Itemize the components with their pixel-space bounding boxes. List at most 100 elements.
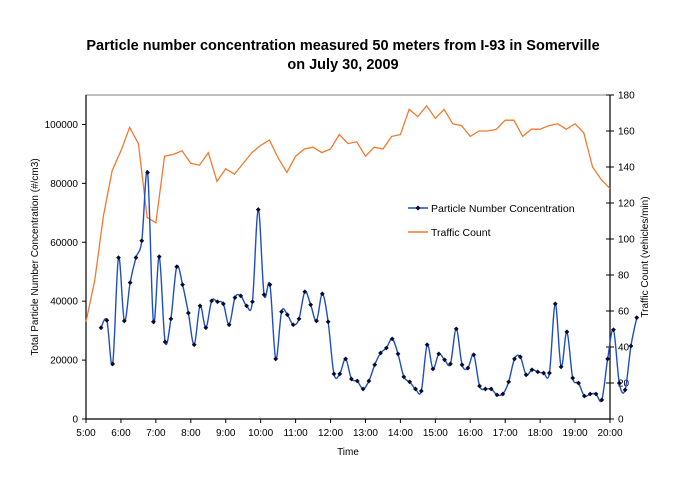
particle-concentration-point xyxy=(552,301,558,307)
particle-concentration-point xyxy=(506,379,512,385)
particle-concentration-point xyxy=(250,299,255,305)
y2-tick-label: 140 xyxy=(618,163,635,174)
y2-tick-label: 120 xyxy=(618,199,635,210)
particle-concentration-point xyxy=(576,380,581,386)
particle-concentration-point xyxy=(290,322,296,328)
particle-concentration-point xyxy=(418,388,424,394)
particle-concentration-point xyxy=(471,352,477,358)
particle-concentration-point xyxy=(168,316,174,322)
x-tick-label: 19:00 xyxy=(563,428,588,439)
traffic-count-line xyxy=(85,104,611,322)
particle-concentration-point xyxy=(523,372,529,378)
particle-concentration-point xyxy=(482,386,488,392)
y2-tick-label: 80 xyxy=(618,271,630,282)
particle-concentration-point xyxy=(436,351,442,357)
particle-concentration-point xyxy=(401,374,407,380)
particle-concentration-point xyxy=(547,370,552,376)
particle-concentration-point xyxy=(209,298,215,304)
particle-concentration-point xyxy=(238,293,244,299)
particle-concentration-point xyxy=(255,207,261,212)
particle-concentration-point xyxy=(180,282,185,288)
y2-tick-label: 100 xyxy=(618,235,635,246)
particle-concentration-point xyxy=(512,356,517,362)
particle-concentration-point xyxy=(628,343,634,349)
particle-concentration-point xyxy=(121,318,127,324)
particle-concentration-point xyxy=(349,376,354,382)
y2-tick-label: 160 xyxy=(618,127,635,138)
particle-concentration-point xyxy=(139,238,145,244)
particle-concentration-point xyxy=(430,366,436,372)
x-tick-label: 12:00 xyxy=(318,428,343,439)
particle-concentration-point xyxy=(191,342,197,348)
particle-concentration-point xyxy=(174,264,180,270)
legend-label-traffic: Traffic Count xyxy=(431,227,491,239)
legend-marker-particle xyxy=(415,205,421,211)
particle-concentration-point xyxy=(605,356,611,362)
particle-concentration-point xyxy=(459,362,465,368)
x-tick-label: 17:00 xyxy=(493,428,518,439)
particle-concentration-point xyxy=(279,309,284,315)
y2-axis-label: Traffic Count (vehicles/min) xyxy=(640,196,651,317)
y-tick-label: 0 xyxy=(72,415,78,426)
particle-concentration-point xyxy=(232,295,238,301)
particle-concentration-point xyxy=(197,303,203,309)
y-tick-label: 40000 xyxy=(50,297,78,308)
particle-concentration-point xyxy=(220,301,226,307)
y2-tick-label: 0 xyxy=(618,415,624,426)
x-tick-label: 5:00 xyxy=(76,428,96,439)
x-tick-label: 16:00 xyxy=(458,428,483,439)
particle-concentration-point xyxy=(500,391,506,397)
particle-concentration-point xyxy=(517,354,523,360)
particle-concentration-point xyxy=(488,386,494,392)
particle-concentration-point xyxy=(98,325,104,331)
chart-title-line-2: on July 30, 2009 xyxy=(287,57,398,73)
particle-concentration-point xyxy=(407,379,413,385)
x-tick-label: 9:00 xyxy=(216,428,236,439)
x-tick-label: 6:00 xyxy=(111,428,131,439)
x-tick-label: 8:00 xyxy=(181,428,201,439)
particle-concentration-point xyxy=(267,282,273,288)
series-traffic-count xyxy=(85,104,611,322)
legend-label-particle: Particle Number Concentration xyxy=(431,203,575,215)
x-tick-label: 10:00 xyxy=(248,428,273,439)
particle-concentration-point xyxy=(564,329,570,335)
chart-title-line-1: Particle number concentration measured 5… xyxy=(86,38,599,54)
y2-tick-label: 20 xyxy=(618,379,630,390)
particle-concentration-point xyxy=(185,310,191,316)
y2-tick-label: 40 xyxy=(618,343,630,354)
particle-concentration-point xyxy=(325,319,331,325)
particle-concentration-point xyxy=(622,387,628,393)
particle-concentration-point xyxy=(465,365,471,371)
particle-concentration-point xyxy=(314,318,319,324)
particle-concentration-point xyxy=(343,356,349,362)
particle-concentration-point xyxy=(156,254,162,260)
x-tick-label: 20:00 xyxy=(597,428,622,439)
particle-concentration-point xyxy=(442,357,448,363)
particle-concentration-point xyxy=(448,361,453,367)
y-tick-label: 100000 xyxy=(45,120,79,131)
x-tick-label: 11:00 xyxy=(283,428,308,439)
particle-concentration-point xyxy=(116,255,121,260)
particle-concentration-point xyxy=(360,386,366,392)
particle-concentration-point xyxy=(587,391,593,397)
particle-concentration-point xyxy=(593,391,599,397)
y-axis-right: 0 20 40 60 80 100 120 140 160 180 xyxy=(606,91,635,426)
particle-concentration-point xyxy=(453,326,459,332)
particle-concentration-point xyxy=(133,255,139,260)
particle-concentration-point xyxy=(162,339,168,345)
series-particle-number-concentration xyxy=(98,170,640,403)
particle-concentration-point xyxy=(308,302,314,308)
particle-concentration-point xyxy=(203,325,209,331)
particle-concentration-point xyxy=(337,371,343,377)
x-tick-label: 14:00 xyxy=(388,428,413,439)
particle-concentration-point xyxy=(284,312,290,318)
particle-concentration-point xyxy=(383,345,389,351)
particle-concentration-point xyxy=(581,393,587,399)
x-tick-label: 13:00 xyxy=(353,428,378,439)
particle-concentration-point xyxy=(104,317,110,323)
y-axis-left: 0 20000 40000 60000 80000 100000 xyxy=(45,95,87,426)
particle-concentration-point xyxy=(296,316,302,322)
particle-concentration-point xyxy=(244,303,250,309)
particle-concentration-point xyxy=(558,364,564,370)
